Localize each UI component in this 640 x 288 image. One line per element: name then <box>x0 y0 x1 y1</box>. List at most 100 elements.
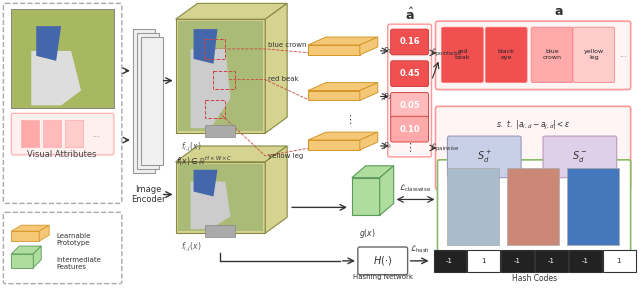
FancyBboxPatch shape <box>485 27 527 83</box>
Polygon shape <box>308 37 378 45</box>
Bar <box>178 21 263 131</box>
Text: $S_d^-$: $S_d^-$ <box>572 149 588 164</box>
Text: $S_d^+$: $S_d^+$ <box>477 149 492 165</box>
Bar <box>569 250 602 272</box>
Polygon shape <box>12 225 49 231</box>
Polygon shape <box>193 170 218 196</box>
Polygon shape <box>33 246 41 268</box>
Text: $\hat{\mathbf{a}}$: $\hat{\mathbf{a}}$ <box>405 7 414 23</box>
Bar <box>467 250 500 272</box>
Text: $\mathcal{L}_{\mathrm{pairwise}}$: $\mathcal{L}_{\mathrm{pairwise}}$ <box>429 142 459 154</box>
Bar <box>12 254 33 268</box>
FancyBboxPatch shape <box>3 3 122 203</box>
FancyBboxPatch shape <box>390 61 429 87</box>
Text: blue crown: blue crown <box>268 42 307 48</box>
Polygon shape <box>39 225 49 241</box>
Text: $g(x)$: $g(x)$ <box>360 227 376 240</box>
FancyBboxPatch shape <box>442 27 483 83</box>
Text: Learnable
Prototype: Learnable Prototype <box>56 233 90 246</box>
Bar <box>12 9 114 108</box>
Bar <box>205 101 225 118</box>
Text: $f(x)\in\mathbb{R}^{H\times W\times C}$: $f(x)\in\mathbb{R}^{H\times W\times C}$ <box>175 155 232 168</box>
Text: $\mathcal{L}_{\mathrm{classwise}}$: $\mathcal{L}_{\mathrm{classwise}}$ <box>399 182 432 194</box>
Bar <box>65 120 83 147</box>
Polygon shape <box>265 3 287 133</box>
Bar <box>603 250 636 272</box>
Text: 0.05: 0.05 <box>399 101 420 110</box>
FancyBboxPatch shape <box>573 27 614 83</box>
Bar <box>308 140 360 150</box>
Text: yellow leg: yellow leg <box>268 153 303 159</box>
Text: ...: ... <box>619 50 627 59</box>
Bar <box>44 120 61 147</box>
Polygon shape <box>36 26 61 61</box>
Text: ⋮: ⋮ <box>344 115 355 125</box>
FancyBboxPatch shape <box>447 136 521 178</box>
Polygon shape <box>12 246 41 254</box>
Text: $p_1$: $p_1$ <box>383 46 392 56</box>
Text: Visual Attributes: Visual Attributes <box>28 150 97 159</box>
Polygon shape <box>360 37 378 55</box>
Text: $s.\ t.\ |a_{i,d}-a_{j,d}|<\epsilon$: $s.\ t.\ |a_{i,d}-a_{j,d}|<\epsilon$ <box>496 119 570 132</box>
Text: Hash Codes: Hash Codes <box>513 274 557 283</box>
Bar <box>141 37 163 165</box>
Text: $p_k$: $p_k$ <box>383 141 393 151</box>
FancyBboxPatch shape <box>3 212 122 284</box>
Polygon shape <box>308 132 378 140</box>
Text: 1: 1 <box>481 258 486 264</box>
Polygon shape <box>308 83 378 90</box>
Bar <box>308 90 360 101</box>
Bar <box>133 29 155 173</box>
FancyBboxPatch shape <box>438 160 630 253</box>
FancyBboxPatch shape <box>435 106 630 190</box>
Text: $\mathcal{L}_{\mathrm{hash}}$: $\mathcal{L}_{\mathrm{hash}}$ <box>410 243 429 255</box>
Bar <box>12 9 114 108</box>
FancyBboxPatch shape <box>12 113 114 155</box>
Text: $f_{i,j}(x)$: $f_{i,j}(x)$ <box>180 141 201 154</box>
Bar <box>175 162 265 233</box>
Text: ...: ... <box>92 130 100 139</box>
Bar <box>21 120 39 147</box>
Bar <box>535 250 568 272</box>
Text: -1: -1 <box>446 258 453 264</box>
Polygon shape <box>191 49 230 128</box>
Bar <box>447 168 499 245</box>
Text: -1: -1 <box>547 258 554 264</box>
Text: Image
Encoder: Image Encoder <box>131 185 166 204</box>
Polygon shape <box>352 166 394 178</box>
Bar <box>214 71 236 88</box>
Text: blue
crown: blue crown <box>543 50 561 60</box>
Bar <box>567 168 619 245</box>
Bar <box>507 168 559 245</box>
Bar <box>501 250 534 272</box>
Polygon shape <box>193 29 218 64</box>
Polygon shape <box>360 83 378 101</box>
Bar <box>178 164 263 231</box>
Text: ⋮: ⋮ <box>404 143 415 153</box>
FancyBboxPatch shape <box>543 136 617 178</box>
Text: Intermediate
Features: Intermediate Features <box>56 257 101 270</box>
Polygon shape <box>360 132 378 150</box>
FancyBboxPatch shape <box>388 24 431 157</box>
Bar <box>12 231 39 241</box>
Polygon shape <box>265 146 287 233</box>
Text: $f_{i,j}(x)$: $f_{i,j}(x)$ <box>180 241 201 254</box>
Text: 0.45: 0.45 <box>399 69 420 78</box>
Text: $\mathcal{L}_{\mathrm{pointwise}}$: $\mathcal{L}_{\mathrm{pointwise}}$ <box>429 47 462 59</box>
Bar <box>204 39 225 59</box>
Polygon shape <box>175 146 287 162</box>
FancyBboxPatch shape <box>531 27 573 83</box>
Text: $\mathbf{a}$: $\mathbf{a}$ <box>554 5 564 18</box>
Polygon shape <box>380 166 394 215</box>
Text: 0.10: 0.10 <box>399 125 420 134</box>
Polygon shape <box>175 3 287 19</box>
Bar <box>137 33 159 169</box>
Polygon shape <box>191 182 230 229</box>
Bar <box>308 45 360 55</box>
FancyBboxPatch shape <box>390 92 429 118</box>
Text: $p_2$: $p_2$ <box>383 91 392 102</box>
FancyBboxPatch shape <box>358 247 408 275</box>
Text: red
beak: red beak <box>454 50 470 60</box>
Text: yellow
leg: yellow leg <box>584 50 604 60</box>
FancyBboxPatch shape <box>390 29 429 55</box>
